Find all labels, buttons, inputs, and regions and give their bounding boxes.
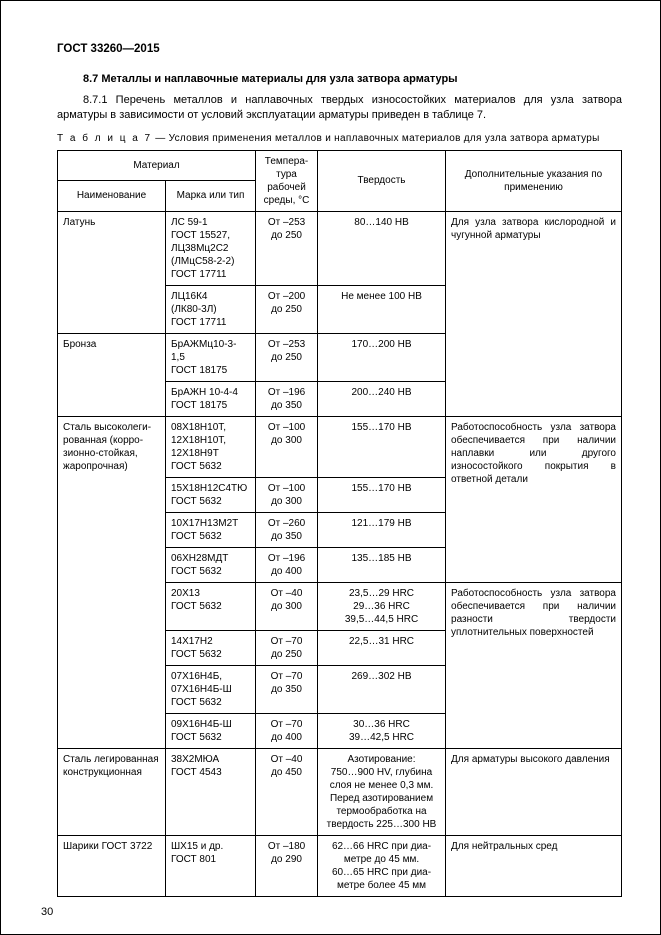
cell-name: Латунь bbox=[58, 211, 166, 333]
cell-hard: 135…185 HB bbox=[318, 547, 446, 582]
cell-hard: 155…170 HB bbox=[318, 416, 446, 477]
cell-note: Для арматуры высокого давления bbox=[446, 748, 622, 835]
cell-mark: 15Х18Н12С4ТЮГОСТ 5632 bbox=[166, 477, 256, 512]
table-caption-label: Т а б л и ц а 7 bbox=[57, 133, 152, 144]
cell-temp: От –200до 250 bbox=[256, 285, 318, 333]
cell-mark: 14Х17Н2ГОСТ 5632 bbox=[166, 630, 256, 665]
cell-hard: 80…140 HB bbox=[318, 211, 446, 285]
cell-temp: От –100до 300 bbox=[256, 416, 318, 477]
cell-temp: От –40до 300 bbox=[256, 582, 318, 630]
cell-hard: 155…170 HB bbox=[318, 477, 446, 512]
cell-mark: 06ХН28МДТГОСТ 5632 bbox=[166, 547, 256, 582]
cell-hard: Азотирование:750…900 HV, глубина слоя не… bbox=[318, 748, 446, 835]
cell-name: Бронза bbox=[58, 333, 166, 416]
cell-mark: ЛС 59-1ГОСТ 15527,ЛЦ38Мц2С2(ЛМцС58-2-2)Г… bbox=[166, 211, 256, 285]
section-paragraph: 8.7.1 Перечень металлов и наплавочных тв… bbox=[57, 93, 622, 123]
cell-hard: 200…240 HB bbox=[318, 381, 446, 416]
cell-mark: 07Х16Н4Б,07Х16Н4Б-ШГОСТ 5632 bbox=[166, 665, 256, 713]
cell-temp: От –70до 400 bbox=[256, 713, 318, 748]
cell-temp: От –100до 300 bbox=[256, 477, 318, 512]
cell-hard: 170…200 HB bbox=[318, 333, 446, 381]
cell-mark: 08Х18Н10Т,12Х18Н10Т,12Х18Н9ТГОСТ 5632 bbox=[166, 416, 256, 477]
th-temp: Темпера­ту­ра рабочей среды, °С bbox=[256, 150, 318, 211]
table-row: Латунь ЛС 59-1ГОСТ 15527,ЛЦ38Мц2С2(ЛМцС5… bbox=[58, 211, 622, 285]
cell-temp: От –70до 250 bbox=[256, 630, 318, 665]
th-mark: Марка или тип bbox=[166, 181, 256, 212]
th-hard: Твердость bbox=[318, 150, 446, 211]
cell-hard: 121…179 HB bbox=[318, 512, 446, 547]
cell-name: Сталь высоколеги­рованная (корро­зионно-… bbox=[58, 416, 166, 748]
cell-mark: БрАЖМц10-3-1,5ГОСТ 18175 bbox=[166, 333, 256, 381]
cell-name: Шарики ГОСТ 3722 bbox=[58, 835, 166, 896]
section-title: 8.7 Металлы и наплавочные материалы для … bbox=[57, 73, 622, 85]
cell-mark: БрАЖН 10-4-4ГОСТ 18175 bbox=[166, 381, 256, 416]
cell-temp: От –40до 450 bbox=[256, 748, 318, 835]
materials-table: Материал Темпера­ту­ра рабочей среды, °С… bbox=[57, 150, 622, 897]
table-row: Сталь высоколеги­рованная (корро­зионно-… bbox=[58, 416, 622, 477]
page-number: 30 bbox=[41, 906, 53, 918]
cell-mark: 38Х2МЮАГОСТ 4543 bbox=[166, 748, 256, 835]
th-name: Наименование bbox=[58, 181, 166, 212]
cell-hard: 62…66 HRC при диа­метре до 45 мм.60…65 H… bbox=[318, 835, 446, 896]
th-note: Дополнительные указания по применению bbox=[446, 150, 622, 211]
cell-mark: ЛЦ16К4(ЛК80-3Л)ГОСТ 17711 bbox=[166, 285, 256, 333]
cell-mark: 20Х13ГОСТ 5632 bbox=[166, 582, 256, 630]
cell-note: Работоспособность узла затвора обеспечив… bbox=[446, 582, 622, 748]
cell-mark: ШХ15 и др.ГОСТ 801 bbox=[166, 835, 256, 896]
cell-hard: 23,5…29 HRC29…36 HRC39,5…44,5 HRC bbox=[318, 582, 446, 630]
table-caption: Т а б л и ц а 7 — Условия применения мет… bbox=[57, 133, 622, 144]
cell-note: Для узла затвора кислород­ной и чугунной… bbox=[446, 211, 622, 416]
cell-hard: 30…36 HRC39…42,5 HRC bbox=[318, 713, 446, 748]
cell-mark: 09Х16Н4Б-ШГОСТ 5632 bbox=[166, 713, 256, 748]
cell-temp: От –70до 350 bbox=[256, 665, 318, 713]
table-row: Шарики ГОСТ 3722 ШХ15 и др.ГОСТ 801 От –… bbox=[58, 835, 622, 896]
document-header: ГОСТ 33260—2015 bbox=[57, 43, 622, 55]
cell-temp: От –180до 290 bbox=[256, 835, 318, 896]
cell-mark: 10Х17Н13М2ТГОСТ 5632 bbox=[166, 512, 256, 547]
table-caption-text: — Условия применения металлов и наплавоч… bbox=[152, 133, 600, 144]
cell-temp: От –253до 250 bbox=[256, 333, 318, 381]
cell-name: Сталь легирован­ная конструкцион­ная bbox=[58, 748, 166, 835]
document-page: ГОСТ 33260—2015 8.7 Металлы и наплавочны… bbox=[0, 0, 661, 935]
cell-note: Для нейтральных сред bbox=[446, 835, 622, 896]
cell-temp: От –196до 400 bbox=[256, 547, 318, 582]
cell-temp: От –253до 250 bbox=[256, 211, 318, 285]
th-material: Материал bbox=[58, 150, 256, 181]
cell-temp: От –260до 350 bbox=[256, 512, 318, 547]
cell-hard: Не менее 100 HB bbox=[318, 285, 446, 333]
cell-note: Работоспособность узла затвора обеспечив… bbox=[446, 416, 622, 582]
cell-hard: 22,5…31 HRC bbox=[318, 630, 446, 665]
cell-hard: 269…302 HB bbox=[318, 665, 446, 713]
table-row: Сталь легирован­ная конструкцион­ная 38Х… bbox=[58, 748, 622, 835]
cell-temp: От –196до 350 bbox=[256, 381, 318, 416]
